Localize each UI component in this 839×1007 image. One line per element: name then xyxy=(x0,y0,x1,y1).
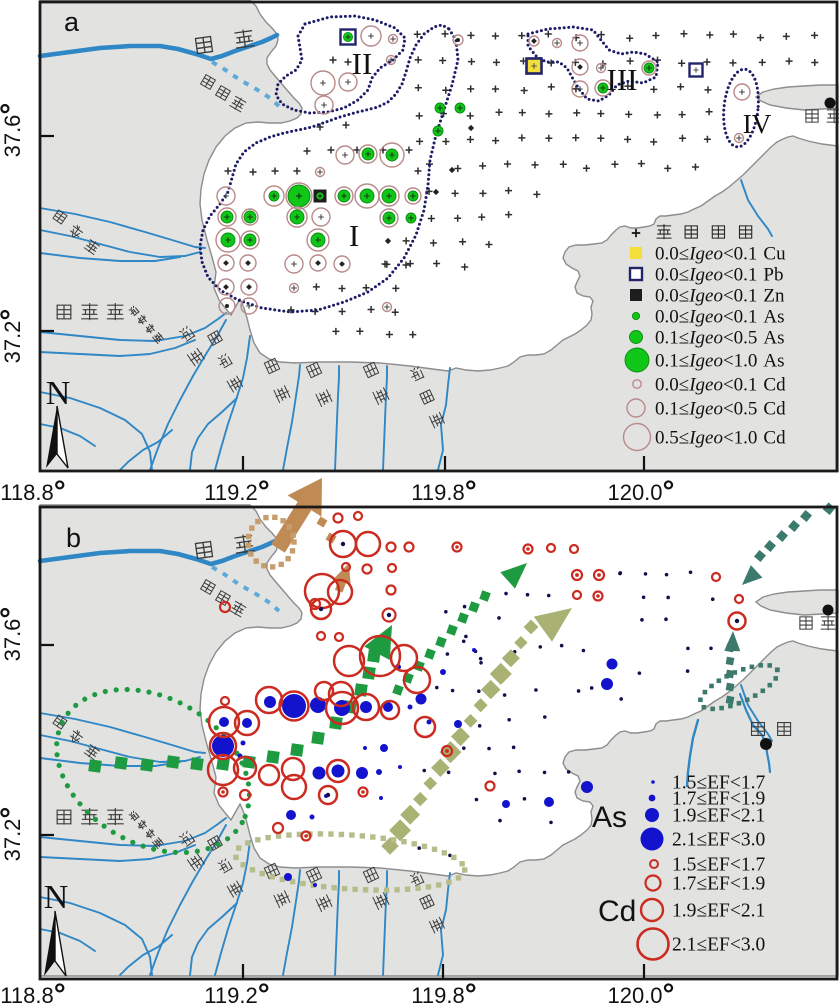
svg-text:119.2°: 119.2° xyxy=(204,978,269,1007)
svg-text:2.1≤EF<3.0: 2.1≤EF<3.0 xyxy=(672,830,765,851)
svg-text:IV: IV xyxy=(743,109,772,139)
svg-text:0.5≤Igeo<1.0Cd: 0.5≤Igeo<1.0 Cd xyxy=(655,428,786,449)
svg-text:I: I xyxy=(349,218,359,253)
svg-text:Cd: Cd xyxy=(598,895,636,928)
svg-text:1.7≤EF<1.9: 1.7≤EF<1.9 xyxy=(672,789,765,810)
svg-text:119.8°: 119.8° xyxy=(411,978,476,1007)
svg-text:120.0°: 120.0° xyxy=(607,978,674,1007)
svg-text:III: III xyxy=(607,62,638,97)
svg-text:1.5≤EF<1.7: 1.5≤EF<1.7 xyxy=(672,855,765,876)
svg-text:37.2°: 37.2° xyxy=(0,309,28,364)
svg-text:a: a xyxy=(64,7,80,37)
svg-text:1.9≤EF<2.1: 1.9≤EF<2.1 xyxy=(672,806,765,827)
svg-text:37.6°: 37.6° xyxy=(0,103,28,158)
svg-text:37.2°: 37.2° xyxy=(0,807,28,862)
svg-text:0.0≤Igeo<0.1Cd: 0.0≤Igeo<0.1 Cd xyxy=(655,375,786,396)
svg-text:1.9≤EF<2.1: 1.9≤EF<2.1 xyxy=(672,901,765,922)
svg-text:119.8°: 119.8° xyxy=(411,475,476,508)
svg-text:b: b xyxy=(66,523,81,553)
svg-text:120.0°: 120.0° xyxy=(607,475,674,508)
svg-text:N: N xyxy=(46,375,71,412)
svg-text:1.7≤EF<1.9: 1.7≤EF<1.9 xyxy=(672,874,765,895)
svg-text:II: II xyxy=(352,46,373,81)
svg-text:118.8°: 118.8° xyxy=(0,978,65,1007)
svg-text:0.0≤Igeo<0.1As: 0.0≤Igeo<0.1 As xyxy=(655,307,785,328)
svg-text:0.0≤Igeo<0.1Zn: 0.0≤Igeo<0.1 Zn xyxy=(655,286,785,307)
svg-text:118.8°: 118.8° xyxy=(0,475,65,508)
svg-text:2.1≤EF<3.0: 2.1≤EF<3.0 xyxy=(672,935,765,956)
svg-text:As: As xyxy=(592,801,627,834)
svg-text:0.0≤Igeo<0.1Pb: 0.0≤Igeo<0.1 Pb xyxy=(655,265,784,286)
svg-text:1.5≤EF<1.7: 1.5≤EF<1.7 xyxy=(672,773,765,794)
svg-text:N: N xyxy=(44,879,69,916)
svg-text:119.2°: 119.2° xyxy=(204,475,269,508)
svg-text:37.6°: 37.6° xyxy=(0,607,28,662)
svg-text:0.1≤Igeo<0.5As: 0.1≤Igeo<0.5 As xyxy=(655,328,785,349)
svg-text:0.1≤Igeo<0.5Cd: 0.1≤Igeo<0.5 Cd xyxy=(655,399,786,420)
svg-text:0.0≤Igeo<0.1Cu: 0.0≤Igeo<0.1 Cu xyxy=(655,244,786,265)
svg-text:0.1≤Igeo<1.0As: 0.1≤Igeo<1.0 As xyxy=(655,351,785,372)
